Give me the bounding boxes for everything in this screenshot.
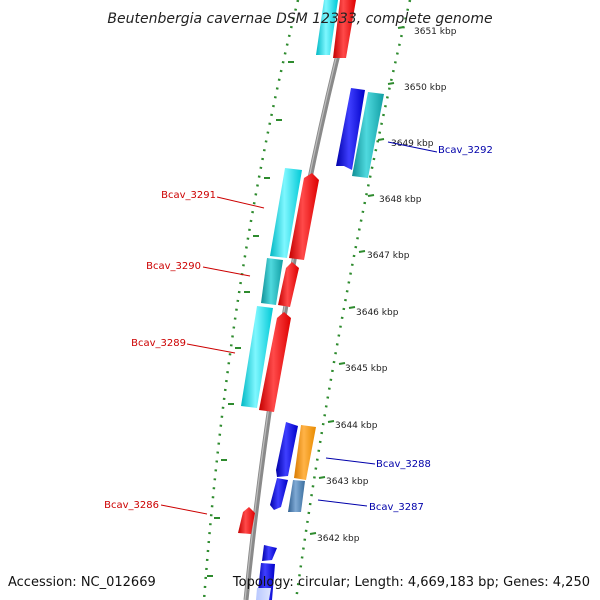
- cds-feature: [316, 0, 338, 55]
- cds-feature: [352, 92, 384, 178]
- cds-feature: [270, 478, 288, 510]
- scale-label: 3648 kbp: [379, 195, 422, 205]
- accession-text: Accession: NC_012669: [8, 575, 156, 590]
- cds-feature: [256, 588, 271, 600]
- scale-label: 3649 kbp: [391, 139, 434, 149]
- outer-major-ticks: [309, 26, 405, 535]
- plus-strand-features: [256, 0, 384, 600]
- cds-feature: [262, 545, 277, 561]
- gene-label: Bcav_3292: [438, 145, 493, 156]
- cds-feature: [288, 480, 305, 512]
- gene-label: Bcav_3288: [376, 459, 431, 470]
- outer-scale-ring: [294, 0, 412, 600]
- cds-feature: [241, 306, 273, 408]
- scale-labels: 3651 kbp 3650 kbp 3649 kbp 3648 kbp 3647…: [317, 27, 457, 544]
- cds-feature: [294, 425, 316, 480]
- gene-label: Bcav_3287: [369, 502, 424, 513]
- scale-label: 3650 kbp: [404, 83, 447, 93]
- map-title: Beutenbergia cavernae DSM 12333, complet…: [107, 11, 492, 27]
- cds-feature: [259, 312, 291, 412]
- gene-labels: Bcav_3292 Bcav_3291 Bcav_3290 Bcav_3289 …: [104, 145, 493, 513]
- cds-feature: [276, 422, 298, 477]
- scale-label: 3646 kbp: [356, 308, 399, 318]
- cds-feature: [270, 168, 302, 258]
- scale-label: 3643 kbp: [326, 477, 369, 487]
- genome-summary-text: Topology: circular; Length: 4,669,183 bp…: [232, 575, 590, 590]
- gene-label: Bcav_3290: [146, 261, 201, 272]
- cds-feature: [261, 258, 283, 305]
- scale-label: 3644 kbp: [335, 421, 378, 431]
- cds-feature: [333, 0, 356, 58]
- scale-label: 3645 kbp: [345, 364, 388, 374]
- cds-feature: [336, 88, 365, 170]
- gene-label: Bcav_3291: [161, 190, 216, 201]
- inner-scale-ring: [202, 0, 300, 600]
- scale-label: 3647 kbp: [367, 251, 410, 261]
- scale-label: 3642 kbp: [317, 534, 360, 544]
- cds-feature: [238, 507, 255, 534]
- cds-feature: [289, 173, 319, 260]
- gene-label-leaders: [160, 141, 438, 515]
- gene-label: Bcav_3289: [131, 338, 186, 349]
- gene-label: Bcav_3286: [104, 500, 159, 511]
- cds-feature: [278, 262, 299, 307]
- scale-label: 3651 kbp: [414, 27, 457, 37]
- inner-major-ticks: [207, 61, 294, 577]
- minus-strand-features: [238, 0, 356, 534]
